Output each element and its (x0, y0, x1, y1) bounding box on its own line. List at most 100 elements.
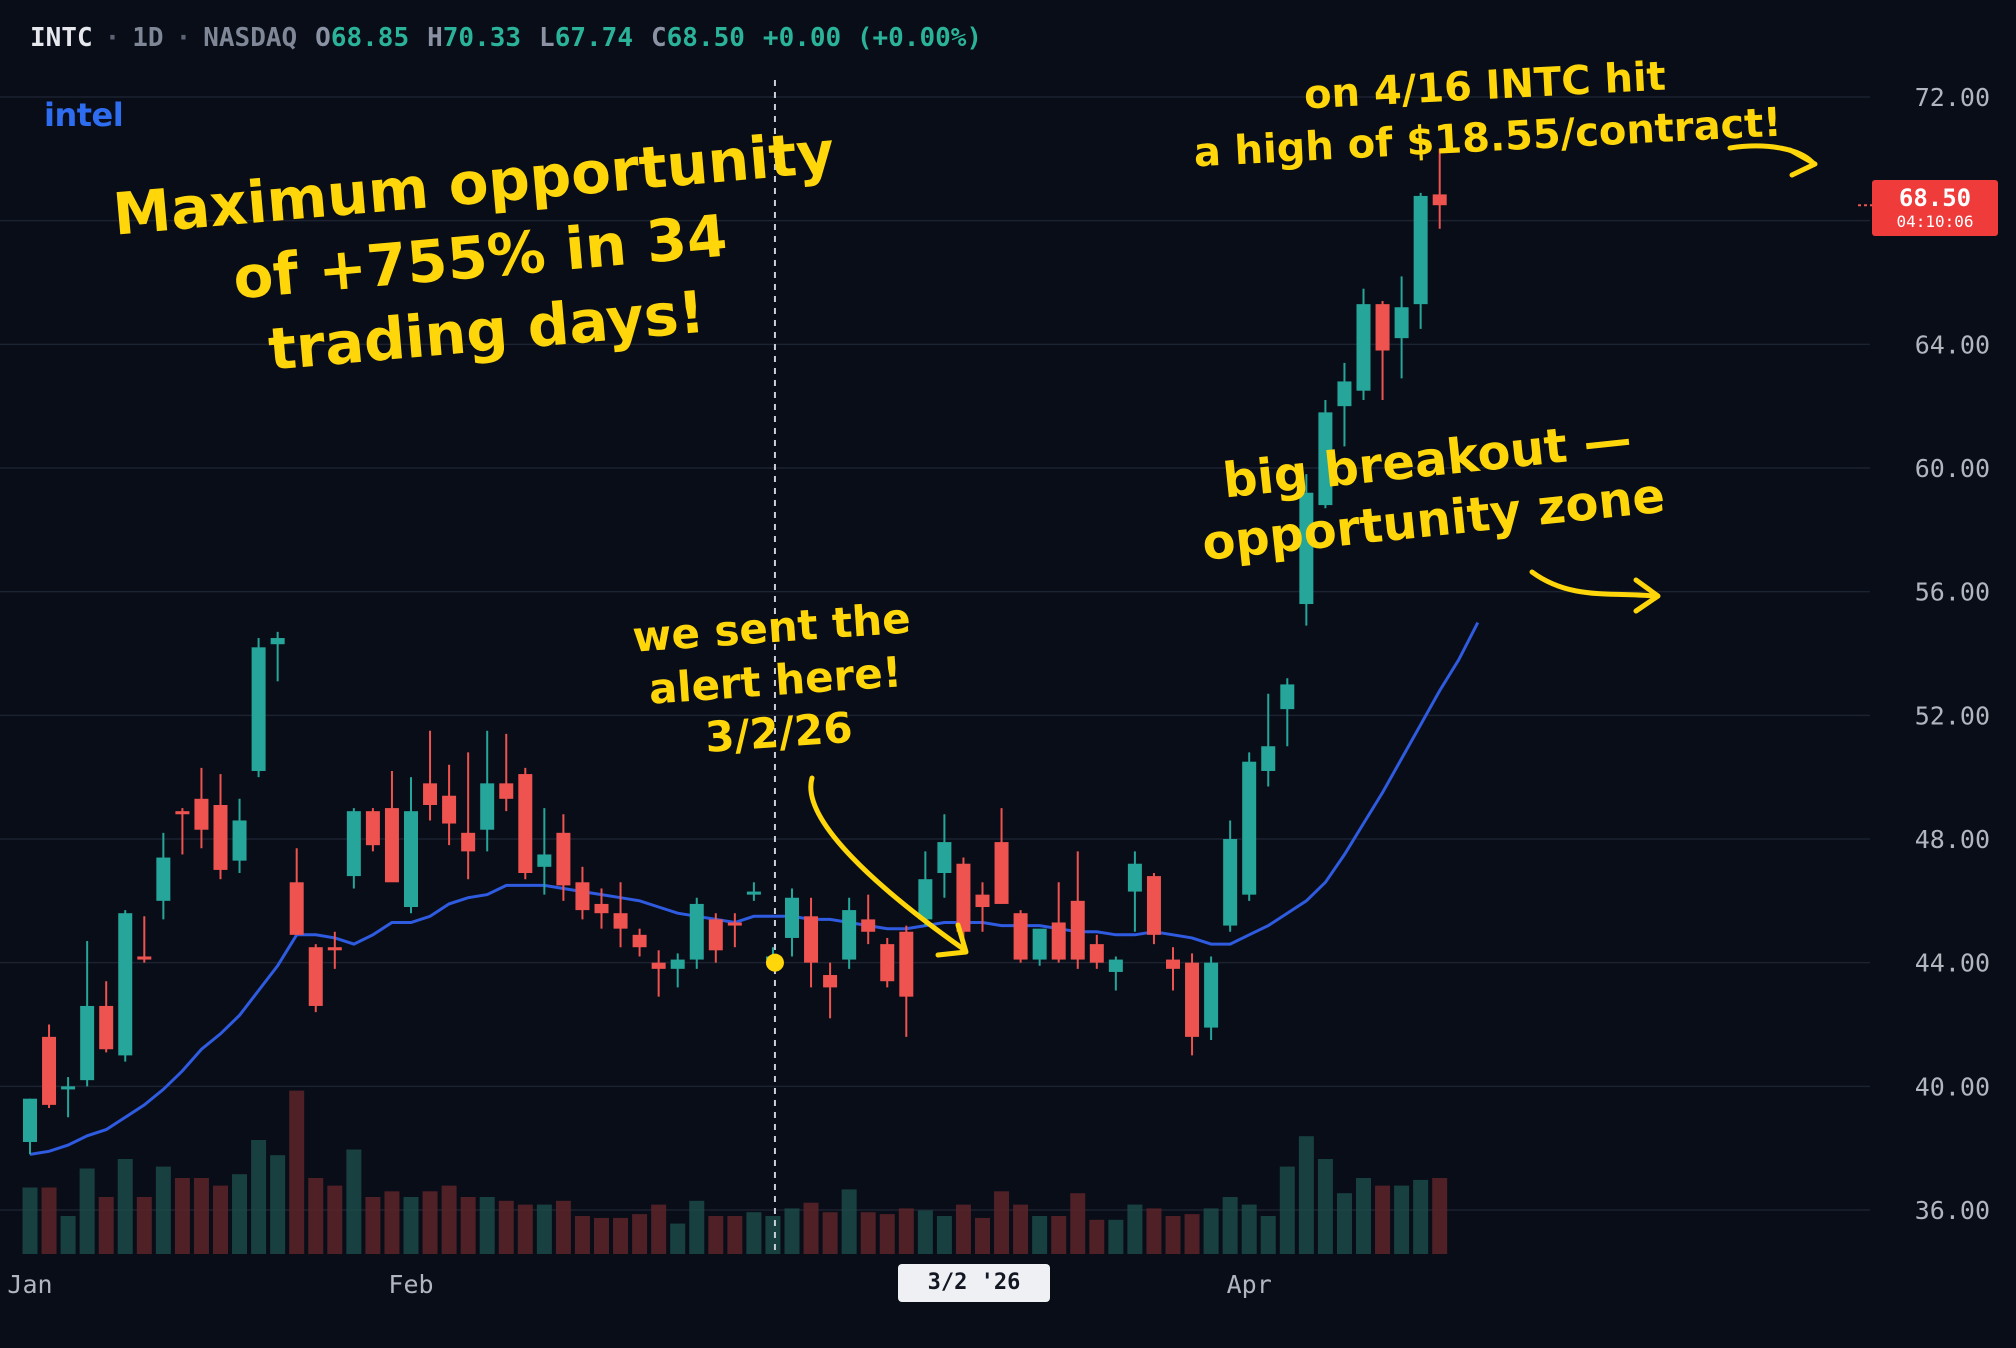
candle[interactable] (1318, 399, 1333, 509)
candle-body (632, 934, 647, 948)
volume-bar (98, 1197, 114, 1254)
candle[interactable] (556, 814, 571, 901)
candle[interactable] (1166, 947, 1180, 991)
candle[interactable] (232, 798, 247, 874)
candle[interactable] (1375, 301, 1390, 400)
candle[interactable] (708, 913, 723, 963)
candle[interactable] (137, 916, 152, 963)
candle[interactable] (404, 777, 418, 914)
candle[interactable] (175, 808, 190, 855)
candle[interactable] (499, 733, 514, 812)
candle[interactable] (1185, 953, 1200, 1056)
candle[interactable] (423, 730, 438, 821)
candle[interactable] (1089, 934, 1104, 969)
candle[interactable] (156, 832, 171, 920)
candle[interactable] (785, 888, 799, 957)
candle[interactable] (918, 851, 933, 926)
candle[interactable] (42, 1024, 57, 1108)
candle[interactable] (613, 882, 628, 948)
candle[interactable] (1032, 928, 1047, 966)
candle[interactable] (1204, 956, 1219, 1040)
candle[interactable] (1146, 873, 1161, 945)
candle[interactable] (213, 774, 228, 880)
volume-bar (803, 1202, 819, 1254)
candle[interactable] (842, 897, 857, 969)
candle[interactable] (804, 897, 819, 988)
candle[interactable] (1223, 820, 1238, 932)
candle[interactable] (23, 1098, 37, 1155)
candle[interactable] (937, 814, 952, 898)
candle[interactable] (442, 764, 457, 846)
candle[interactable] (194, 767, 209, 849)
candle-body (384, 808, 399, 883)
volume-bar (555, 1200, 571, 1254)
candle[interactable] (746, 882, 761, 901)
candle-body (575, 882, 590, 911)
volume-bar (994, 1191, 1010, 1254)
candle[interactable] (346, 808, 361, 889)
candle[interactable] (632, 928, 647, 957)
candle[interactable] (1108, 956, 1123, 991)
candle[interactable] (1356, 288, 1371, 400)
interval-label[interactable]: 1D (132, 23, 164, 53)
candle[interactable] (289, 848, 304, 935)
candle[interactable] (727, 913, 742, 948)
candle[interactable] (365, 808, 380, 852)
candle[interactable] (1299, 474, 1314, 626)
candle[interactable] (575, 866, 590, 920)
candle[interactable] (1242, 752, 1257, 901)
candle[interactable] (1013, 910, 1028, 963)
candle[interactable] (308, 944, 323, 1013)
candle[interactable] (1051, 882, 1066, 963)
candle[interactable] (956, 857, 971, 938)
candle[interactable] (80, 941, 95, 1087)
candle[interactable] (861, 894, 876, 945)
candle[interactable] (994, 808, 1009, 904)
candle[interactable] (1261, 693, 1276, 787)
candle[interactable] (1127, 851, 1142, 932)
candle[interactable] (99, 981, 114, 1053)
candle[interactable] (670, 953, 685, 988)
candle[interactable] (1394, 276, 1409, 379)
y-tick-label: 72.00 (1915, 83, 1990, 112)
candle[interactable] (651, 950, 666, 997)
close-value: 68.50 (666, 23, 745, 53)
candle[interactable] (823, 962, 838, 1019)
candle[interactable] (537, 808, 552, 895)
volume-bar (403, 1197, 419, 1254)
candle[interactable] (975, 882, 990, 932)
candle[interactable] (594, 888, 609, 929)
y-tick-label: 60.00 (1915, 454, 1990, 483)
candle[interactable] (518, 767, 533, 880)
candle[interactable] (1432, 148, 1447, 229)
candle[interactable] (61, 1077, 76, 1118)
crosshair-date-label: 3/2 '26 (898, 1264, 1050, 1302)
candle[interactable] (384, 770, 399, 883)
candle[interactable] (899, 925, 914, 1037)
y-tick-label: 56.00 (1915, 578, 1990, 607)
candle[interactable] (880, 937, 895, 988)
candle-body (537, 854, 552, 867)
candle[interactable] (689, 897, 704, 969)
candle[interactable] (118, 910, 133, 1062)
candle[interactable] (251, 638, 266, 778)
candle-body (1261, 746, 1276, 771)
volume-bar (727, 1216, 743, 1254)
candle[interactable] (480, 730, 495, 852)
candle[interactable] (1280, 678, 1295, 747)
candle-body (99, 1005, 114, 1050)
candle-body (251, 647, 266, 771)
annotation-alert: we sent the alert here! 3/2/26 (631, 592, 920, 769)
candle[interactable] (327, 931, 342, 969)
candle[interactable] (1337, 362, 1352, 447)
candle[interactable] (1070, 851, 1085, 969)
candle-body (1166, 959, 1180, 969)
candle[interactable] (1413, 192, 1428, 329)
volume-bar (860, 1212, 876, 1254)
candle[interactable] (461, 752, 476, 880)
candle-body (1432, 194, 1447, 206)
symbol-label[interactable]: INTC (30, 23, 93, 53)
candle[interactable] (270, 631, 285, 682)
